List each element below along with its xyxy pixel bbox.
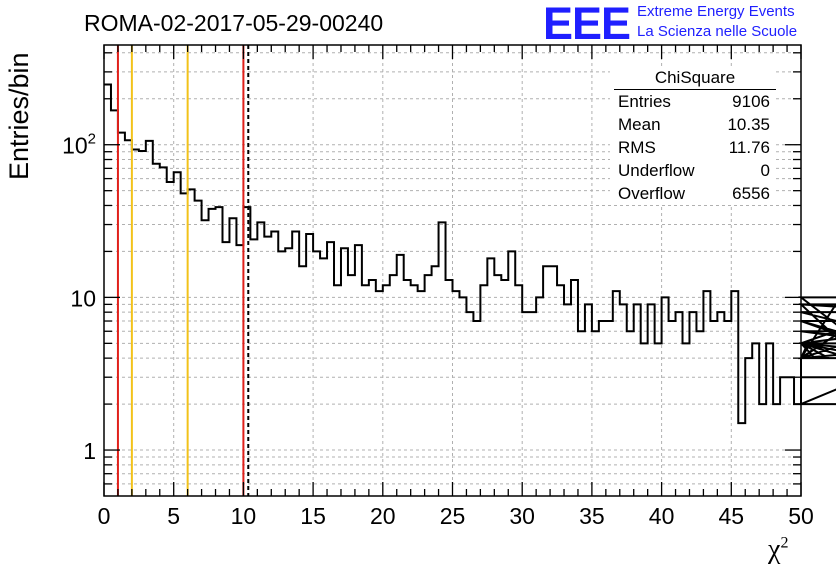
x-tick-label: 20 [370, 503, 396, 529]
y-tick-label: 1 [83, 438, 96, 464]
y-tick-label: 10 [70, 285, 96, 311]
x-axis-label: χ2 [768, 534, 788, 566]
x-tick-label: 5 [167, 503, 180, 529]
stats-value: 10.35 [727, 115, 770, 134]
x-tick-label: 10 [231, 503, 257, 529]
stats-value: 6556 [732, 184, 770, 203]
stats-title: ChiSquare [614, 68, 776, 90]
stats-row-underflow: Underflow 0 [610, 159, 776, 182]
logo-line-1: Extreme Energy Events [637, 3, 795, 20]
stats-label: RMS [618, 138, 656, 157]
x-tick-label: 45 [719, 503, 745, 529]
stats-label: Entries [618, 92, 671, 111]
x-axis-label-base: χ [768, 534, 781, 565]
y-tick-label: 102 [62, 131, 96, 159]
stats-box: ChiSquare Entries 9106 Mean 10.35 RMS 11.76… [610, 68, 776, 205]
x-axis-label-exponent: 2 [780, 534, 789, 552]
x-tick-label: 25 [440, 503, 466, 529]
x-tick-label: 15 [300, 503, 326, 529]
stats-label: Overflow [618, 184, 686, 203]
x-tick-label: 35 [579, 503, 605, 529]
stats-value: 0 [760, 161, 770, 180]
x-tick-label: 0 [98, 503, 111, 529]
stats-value: 11.76 [728, 138, 770, 157]
x-tick-label: 30 [509, 503, 535, 529]
chart-title: ROMA-02-2017-05-29-00240 [84, 10, 384, 36]
stats-row-mean: Mean 10.35 [610, 113, 776, 136]
stats-value: 9106 [732, 92, 770, 111]
x-tick-label: 40 [649, 503, 675, 529]
stats-label: Mean [618, 115, 661, 134]
stats-label: Underflow [618, 161, 695, 180]
eee-logo: EEE [543, 0, 631, 49]
stats-row-entries: Entries 9106 [610, 90, 776, 113]
x-tick-label: 50 [788, 503, 814, 529]
logo-line-2: La Scienza nelle Scuole [637, 23, 798, 40]
stats-row-overflow: Overflow 6556 [610, 182, 776, 205]
stats-row-rms: RMS 11.76 [610, 136, 776, 159]
